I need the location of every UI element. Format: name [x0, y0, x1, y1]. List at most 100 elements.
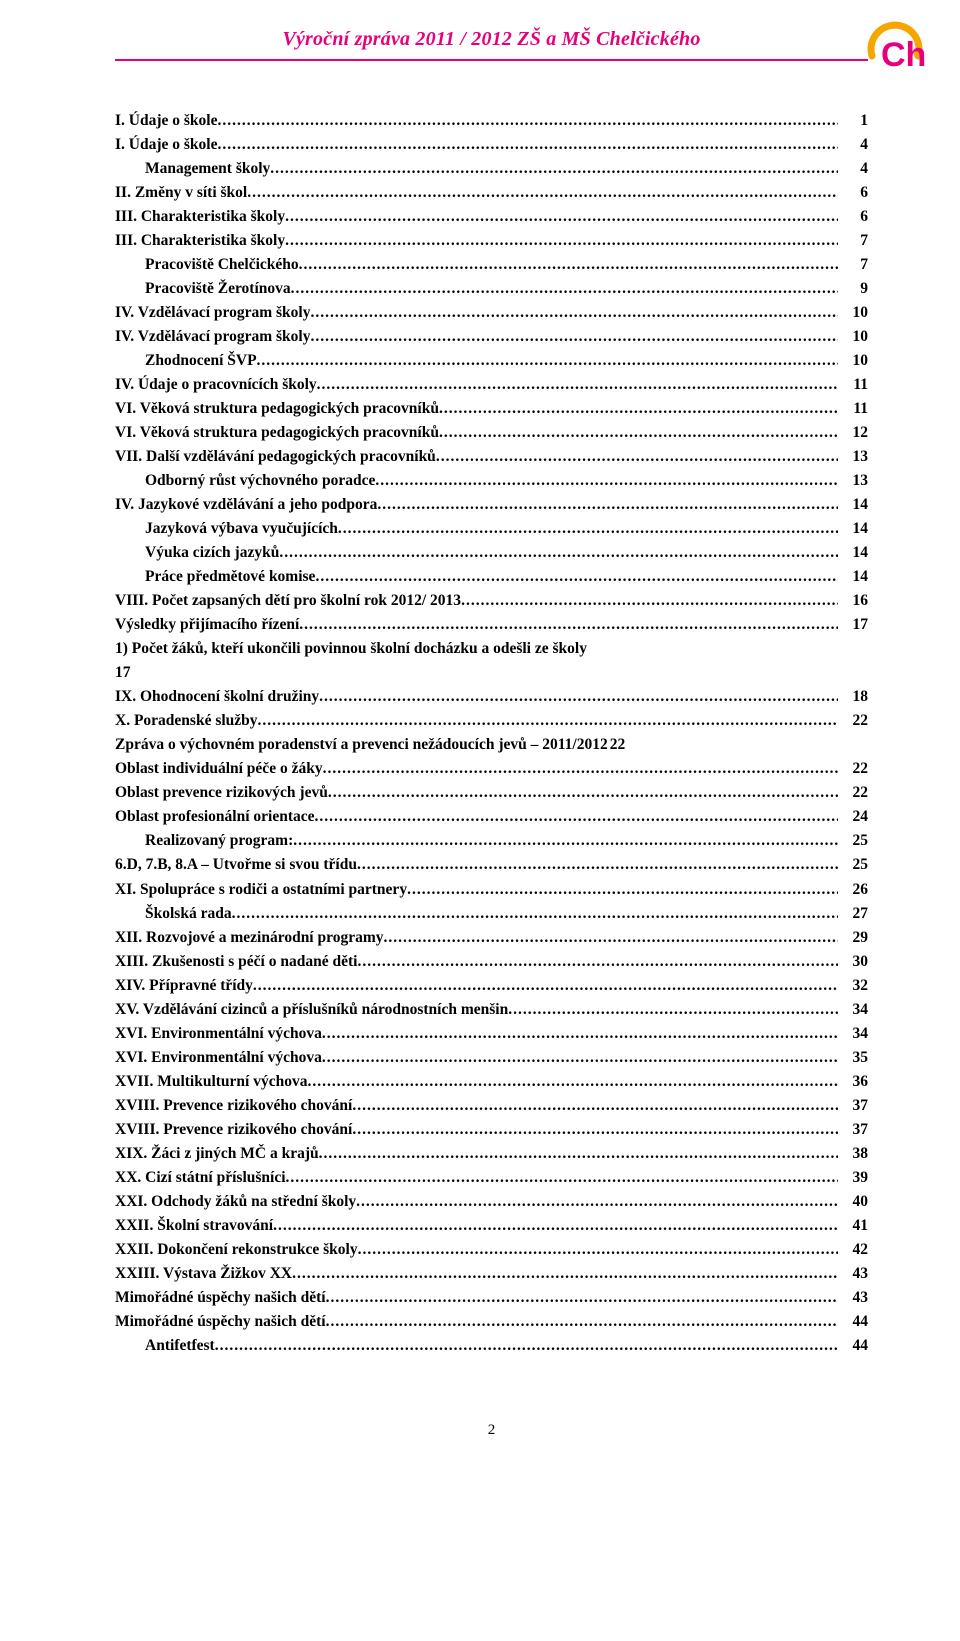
toc-page-number: 11: [838, 373, 868, 397]
toc-page-number: 18: [838, 685, 868, 709]
toc-label: XXI. Odchody žáků na střední školy: [115, 1190, 356, 1214]
toc-label: XVI. Environmentální výchova: [115, 1046, 322, 1070]
page-number: 2: [115, 1422, 868, 1439]
toc-row: Výsledky přijímacího řízení17: [115, 613, 868, 637]
toc-page-number: 24: [838, 805, 868, 829]
toc-leader: [285, 205, 838, 229]
toc-label: XVIII. Prevence rizikového chování: [115, 1094, 352, 1118]
page-header: Výroční zpráva 2011 / 2012 ZŠ a MŠ Chelč…: [115, 28, 868, 61]
toc-row: VI. Věková struktura pedagogických praco…: [115, 421, 868, 445]
toc-page-number: 25: [838, 829, 868, 853]
toc-row: XIII. Zkušenosti s péčí o nadané děti30: [115, 950, 868, 974]
toc-page-number: 43: [838, 1286, 868, 1310]
toc-label: XX. Cizí státní příslušníci: [115, 1166, 286, 1190]
toc-page-number: 22: [838, 757, 868, 781]
toc-label: Management školy: [145, 157, 270, 181]
toc-label: Výuka cizích jazyků: [145, 541, 279, 565]
toc-label: XV. Vzdělávání cizinců a příslušníků nár…: [115, 998, 508, 1022]
toc-label: XXII. Školní stravování: [115, 1214, 273, 1238]
toc-row: XXII. Dokončení rekonstrukce školy42: [115, 1238, 868, 1262]
toc-leader: [377, 493, 838, 517]
toc-label: III. Charakteristika školy: [115, 205, 285, 229]
toc-row: Realizovaný program:25: [115, 829, 868, 853]
toc-leader: [299, 613, 838, 637]
toc-label: XVII. Multikulturní výchova: [115, 1070, 308, 1094]
toc-row: Mimořádné úspěchy našich dětí43: [115, 1286, 868, 1310]
toc-page-number: 25: [838, 853, 868, 877]
toc-row: IV. Vzdělávací program školy 10: [115, 301, 868, 325]
toc-page-number: 39: [838, 1166, 868, 1190]
toc-row: Odborný růst výchovného poradce13: [115, 469, 868, 493]
toc-row: Management školy4: [115, 157, 868, 181]
toc-leader: [338, 517, 838, 541]
toc-leader: [217, 109, 838, 133]
toc-row: Oblast individuální péče o žáky 22: [115, 757, 868, 781]
toc-row: Jazyková výbava vyučujících14: [115, 517, 868, 541]
toc-page-number: 38: [838, 1142, 868, 1166]
toc-page-number: 22: [608, 733, 626, 757]
toc-row: XII. Rozvojové a mezinárodní programy29: [115, 926, 868, 950]
toc-label: 17: [115, 661, 131, 685]
toc-label: XIV. Přípravné třídy: [115, 974, 253, 998]
toc-row: XVIII. Prevence rizikového chování37: [115, 1118, 868, 1142]
toc-page-number: 37: [838, 1094, 868, 1118]
toc-page-number: 1: [838, 109, 868, 133]
toc-row: III. Charakteristika školy6: [115, 205, 868, 229]
toc-label: IV. Vzdělávací program školy: [115, 301, 310, 325]
toc-label: 1) Počet žáků, kteří ukončili povinnou š…: [115, 637, 587, 661]
toc-leader: [375, 469, 838, 493]
toc-page-number: 12: [838, 421, 868, 445]
toc-leader: [384, 926, 838, 950]
toc-row: XVI. Environmentální výchova 35: [115, 1046, 868, 1070]
toc-row: Pracoviště Žerotínova9: [115, 277, 868, 301]
toc-label: Pracoviště Žerotínova: [145, 277, 291, 301]
toc-page-number: 17: [838, 613, 868, 637]
toc-leader: [232, 902, 838, 926]
toc-leader: [352, 1094, 838, 1118]
toc-leader: [319, 685, 838, 709]
toc-leader: [258, 709, 838, 733]
toc-page-number: 10: [838, 301, 868, 325]
toc-leader: [328, 781, 838, 805]
toc-leader: [315, 565, 838, 589]
toc-leader: [356, 1190, 838, 1214]
report-title: Výroční zpráva 2011 / 2012 ZŠ a MŠ Chelč…: [115, 28, 868, 59]
toc-row: XXI. Odchody žáků na střední školy40: [115, 1190, 868, 1214]
toc-leader: [461, 589, 838, 613]
toc-page-number: 22: [838, 709, 868, 733]
toc-label: Oblast individuální péče o žáky: [115, 757, 323, 781]
toc-row: Školská rada27: [115, 902, 868, 926]
toc-label: XVIII. Prevence rizikového chování: [115, 1118, 352, 1142]
toc-row: II. Změny v síti škol6: [115, 181, 868, 205]
toc-leader: [257, 349, 838, 373]
table-of-contents: I. Údaje o škole1I. Údaje o škole4Manage…: [115, 109, 868, 1358]
toc-page-number: 35: [838, 1046, 868, 1070]
toc-row: IV. Vzdělávací program školy10: [115, 325, 868, 349]
toc-row: 17: [115, 661, 868, 685]
toc-page-number: 30: [838, 950, 868, 974]
toc-page-number: 14: [838, 517, 868, 541]
toc-leader: [352, 1118, 838, 1142]
toc-page-number: 14: [838, 493, 868, 517]
toc-leader: [322, 1046, 838, 1070]
toc-leader: [358, 1238, 838, 1262]
toc-leader: [253, 974, 838, 998]
toc-page-number: 26: [838, 878, 868, 902]
toc-leader: [326, 1286, 838, 1310]
toc-row: VIII. Počet zapsaných dětí pro školní ro…: [115, 589, 868, 613]
toc-label: Mimořádné úspěchy našich dětí: [115, 1310, 326, 1334]
toc-page-number: 14: [838, 541, 868, 565]
toc-leader: [247, 181, 838, 205]
toc-row: XX. Cizí státní příslušníci 39: [115, 1166, 868, 1190]
toc-label: Antifetfest: [145, 1334, 215, 1358]
toc-leader: [215, 1334, 838, 1358]
toc-leader: [286, 1166, 838, 1190]
toc-label: Práce předmětové komise: [145, 565, 315, 589]
school-logo: Ch: [864, 20, 926, 87]
toc-row: XVIII. Prevence rizikového chování 37: [115, 1094, 868, 1118]
toc-leader: [293, 829, 838, 853]
toc-row: X. Poradenské služby22: [115, 709, 868, 733]
toc-row: Mimořádné úspěchy našich dětí44: [115, 1310, 868, 1334]
toc-leader: [319, 1142, 838, 1166]
toc-page-number: 36: [838, 1070, 868, 1094]
